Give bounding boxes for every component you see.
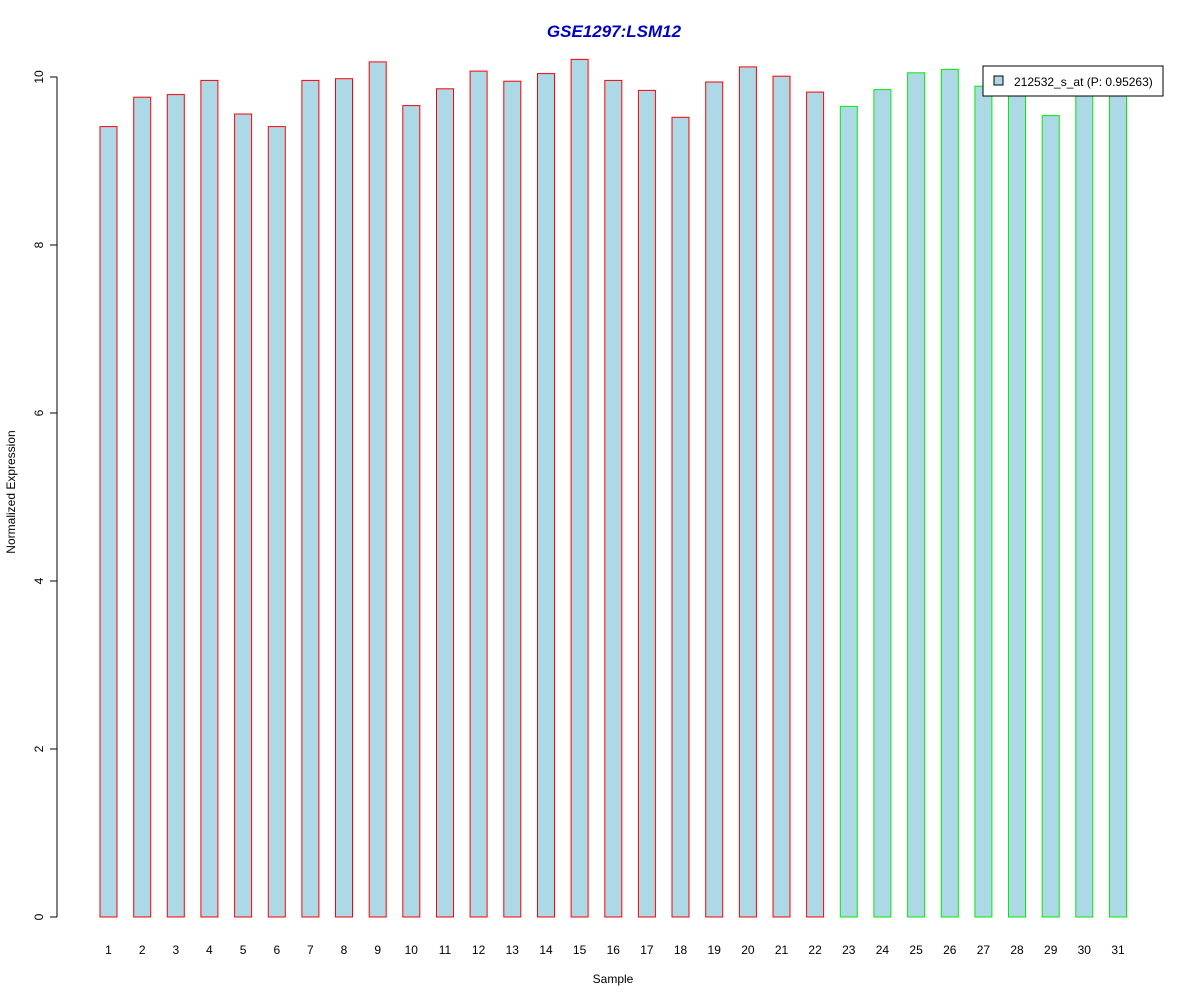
x-tick-label: 14 (539, 943, 553, 957)
x-tick-label: 15 (573, 943, 587, 957)
bar (637, 89, 656, 918)
x-tick-label: 26 (943, 943, 957, 957)
bar (469, 70, 488, 918)
x-tick-label: 8 (341, 943, 348, 957)
bar (537, 73, 555, 918)
bar (570, 58, 589, 918)
x-tick-label: 24 (876, 943, 890, 957)
x-tick-labels: 1 2 3 4 5 6 7 8 9 10 11 12 13 14 15 16 17 18 19 20 21 22 23 24 2… (105, 943, 1125, 957)
x-tick-label: 9 (374, 943, 381, 957)
bar (267, 126, 286, 918)
x-tick-label: 6 (273, 943, 280, 957)
y-axis-title: Normalized Expression (4, 430, 18, 553)
bar (940, 68, 959, 918)
x-tick-label: 13 (506, 943, 520, 957)
x-tick-label: 28 (1010, 943, 1024, 957)
x-tick-label: 18 (674, 943, 688, 957)
x-tick-label: 2 (139, 943, 146, 957)
y-tick-label: 2 (32, 745, 46, 752)
chart-title: GSE1297:LSM12 (547, 22, 682, 41)
x-tick-label: 23 (842, 943, 856, 957)
bar (806, 91, 825, 918)
bar (99, 126, 118, 918)
legend-box (982, 65, 1164, 97)
bar (133, 96, 152, 918)
legend-swatch (993, 75, 1004, 86)
x-tick-label: 5 (240, 943, 247, 957)
bar (839, 105, 858, 918)
bar (200, 79, 219, 918)
bar (772, 75, 791, 918)
x-tick-label: 19 (708, 943, 722, 957)
x-tick-label: 4 (206, 943, 213, 957)
bar (974, 85, 993, 918)
bar (368, 61, 387, 918)
x-tick-label: 16 (607, 943, 621, 957)
x-tick-label: 3 (172, 943, 179, 957)
x-tick-label: 11 (439, 943, 452, 957)
y-axis: 0 2 4 6 8 10 (32, 70, 58, 920)
y-tick-label: 4 (32, 577, 46, 584)
bar (1075, 93, 1094, 918)
legend-label: 212532_s_at (P: 0.95263) (1014, 75, 1153, 89)
x-tick-label: 29 (1044, 943, 1058, 957)
bar (402, 105, 421, 918)
x-tick-label: 30 (1078, 943, 1092, 957)
bar (671, 116, 690, 918)
x-tick-label: 10 (405, 943, 419, 957)
x-tick-label: 7 (307, 943, 314, 957)
x-tick-label: 25 (909, 943, 923, 957)
x-tick-label: 17 (640, 943, 654, 957)
bar (1008, 90, 1026, 918)
x-tick-label: 12 (472, 943, 486, 957)
bar (1041, 115, 1060, 918)
x-tick-label: 20 (741, 943, 755, 957)
bar (873, 89, 892, 918)
bar (234, 113, 253, 918)
x-tick-label: 31 (1111, 943, 1125, 957)
bar (503, 80, 522, 918)
bar (604, 79, 623, 918)
x-tick-label: 27 (977, 943, 991, 957)
bars (99, 58, 1127, 918)
y-tick-label: 8 (32, 241, 46, 248)
x-tick-label: 1 (105, 943, 112, 957)
y-tick-label: 10 (32, 70, 46, 84)
bar (907, 72, 926, 918)
bar (1109, 93, 1127, 918)
bar (301, 79, 320, 918)
bar (738, 66, 757, 918)
x-axis-title: Sample (593, 972, 634, 986)
bar (335, 78, 353, 918)
bar (166, 94, 185, 918)
bar (436, 88, 454, 918)
x-tick-label: 21 (775, 943, 789, 957)
x-tick-label: 22 (808, 943, 822, 957)
y-tick-label: 6 (32, 409, 46, 416)
legend: 212532_s_at (P: 0.95263) (982, 65, 1164, 97)
y-tick-label: 0 (32, 913, 46, 920)
bar (705, 81, 724, 918)
